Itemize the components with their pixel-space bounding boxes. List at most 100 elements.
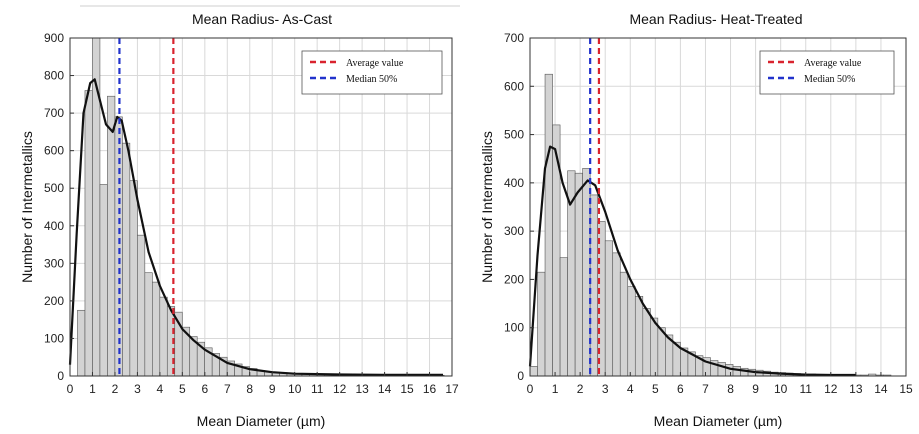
legend-average-label: Average value bbox=[346, 58, 404, 69]
x-tick-label: 0 bbox=[527, 382, 534, 396]
x-tick-label: 1 bbox=[552, 382, 559, 396]
histogram-bar bbox=[634, 296, 644, 377]
x-tick-label: 15 bbox=[400, 382, 414, 396]
y-tick-label: 400 bbox=[44, 219, 64, 233]
x-tick-label: 4 bbox=[627, 382, 634, 396]
x-tick-label: 7 bbox=[224, 382, 231, 396]
legend-median-label: Median 50% bbox=[804, 74, 855, 85]
x-tick-label: 12 bbox=[824, 382, 838, 396]
y-tick-label: 0 bbox=[57, 369, 64, 383]
x-tick-label: 17 bbox=[445, 382, 459, 396]
x-axis-label: Mean Diameter (µm) bbox=[197, 413, 326, 429]
y-tick-label: 500 bbox=[504, 128, 524, 142]
histogram-bar bbox=[642, 308, 651, 377]
x-tick-label: 8 bbox=[727, 382, 734, 396]
y-tick-label: 100 bbox=[44, 331, 64, 345]
legend-median-label: Median 50% bbox=[346, 74, 397, 85]
y-tick-label: 400 bbox=[504, 176, 524, 190]
y-tick-label: 200 bbox=[504, 272, 524, 286]
y-tick-label: 900 bbox=[44, 31, 64, 45]
y-tick-label: 300 bbox=[44, 256, 64, 270]
histogram-bar bbox=[582, 168, 591, 377]
x-tick-label: 3 bbox=[602, 382, 609, 396]
legend-box bbox=[759, 50, 895, 95]
y-axis-label: Number of Intermetallics bbox=[479, 131, 495, 283]
x-tick-label: 15 bbox=[899, 382, 913, 396]
x-tick-label: 5 bbox=[179, 382, 186, 396]
histogram-bar bbox=[537, 271, 546, 377]
x-tick-label: 13 bbox=[849, 382, 863, 396]
y-tick-label: 600 bbox=[504, 79, 524, 93]
y-tick-label: 200 bbox=[44, 294, 64, 308]
histogram-bar bbox=[114, 116, 123, 377]
y-tick-label: 800 bbox=[44, 69, 64, 83]
x-tick-label: 12 bbox=[333, 382, 347, 396]
y-tick-label: 100 bbox=[504, 321, 524, 335]
y-axis-label: Number of Intermetallics bbox=[19, 131, 35, 283]
x-tick-label: 1 bbox=[89, 382, 96, 396]
y-tick-label: 300 bbox=[504, 224, 524, 238]
histogram-bar bbox=[152, 281, 161, 377]
x-tick-label: 4 bbox=[157, 382, 164, 396]
axes-frame bbox=[529, 37, 907, 377]
legend: Average value Median 50% bbox=[759, 50, 895, 95]
histogram-bar bbox=[159, 296, 168, 377]
histogram-bar bbox=[574, 172, 583, 377]
x-tick-label: 9 bbox=[269, 382, 276, 396]
histogram-bar bbox=[99, 184, 108, 377]
chart-1: 0 1 2 3 4 5 6 7 8 9 10 11 12 13 14 15 16 1701002003004005… bbox=[19, 11, 459, 429]
legend-box bbox=[301, 50, 443, 95]
y-tick-label: 600 bbox=[44, 144, 64, 158]
histogram-bar bbox=[650, 317, 659, 377]
chart-2: 0 1 2 3 4 5 6 7 8 9 10 11 12 13 14 15010020030040050060… bbox=[479, 11, 913, 429]
histogram-bar bbox=[732, 366, 741, 377]
histogram-bar bbox=[612, 252, 621, 377]
histogram-bar bbox=[84, 90, 93, 377]
x-tick-label: 0 bbox=[67, 382, 74, 396]
histogram-bar bbox=[604, 240, 614, 377]
x-tick-label: 16 bbox=[423, 382, 437, 396]
x-tick-label: 11 bbox=[311, 382, 324, 396]
legend: Average value Median 50% bbox=[301, 50, 443, 95]
x-tick-label: 2 bbox=[577, 382, 584, 396]
x-tick-label: 9 bbox=[752, 382, 759, 396]
histogram-bar bbox=[529, 366, 538, 377]
histogram-bar bbox=[627, 286, 636, 377]
x-tick-label: 10 bbox=[288, 382, 302, 396]
histogram-bar bbox=[657, 327, 666, 377]
histogram-bar bbox=[107, 95, 116, 377]
histogram-bar bbox=[725, 364, 734, 377]
x-tick-label: 14 bbox=[874, 382, 888, 396]
x-tick-label: 5 bbox=[652, 382, 659, 396]
histogram-bar bbox=[77, 309, 86, 377]
x-tick-label: 11 bbox=[799, 382, 812, 396]
histogram-bars bbox=[77, 37, 445, 377]
x-tick-label: 2 bbox=[112, 382, 119, 396]
chart-title: Mean Radius- Heat-Treated bbox=[629, 11, 802, 27]
x-tick-label: 7 bbox=[702, 382, 709, 396]
histogram-bar bbox=[137, 234, 146, 377]
x-tick-label: 8 bbox=[246, 382, 253, 396]
axes-frame bbox=[69, 37, 453, 377]
x-tick-label: 3 bbox=[134, 382, 141, 396]
x-axis-label: Mean Diameter (µm) bbox=[654, 413, 783, 429]
histogram-bar bbox=[544, 73, 553, 377]
x-tick-label: 10 bbox=[774, 382, 788, 396]
y-tick-label: 700 bbox=[44, 106, 64, 120]
histogram-bar bbox=[559, 257, 568, 377]
y-tick-label: 0 bbox=[517, 369, 524, 383]
x-tick-label: 6 bbox=[201, 382, 208, 396]
legend-average-label: Average value bbox=[804, 58, 862, 69]
chart-title: Mean Radius- As-Cast bbox=[192, 11, 332, 27]
y-tick-label: 500 bbox=[44, 181, 64, 195]
x-tick-label: 14 bbox=[378, 382, 392, 396]
histogram-bar bbox=[144, 272, 153, 377]
y-tick-label: 700 bbox=[504, 31, 524, 45]
histogram-bars bbox=[529, 73, 892, 377]
histogram-bar bbox=[589, 194, 598, 377]
x-tick-label: 13 bbox=[355, 382, 369, 396]
histogram-bar bbox=[619, 271, 629, 377]
x-tick-label: 6 bbox=[677, 382, 684, 396]
histogram-bar bbox=[129, 180, 138, 377]
